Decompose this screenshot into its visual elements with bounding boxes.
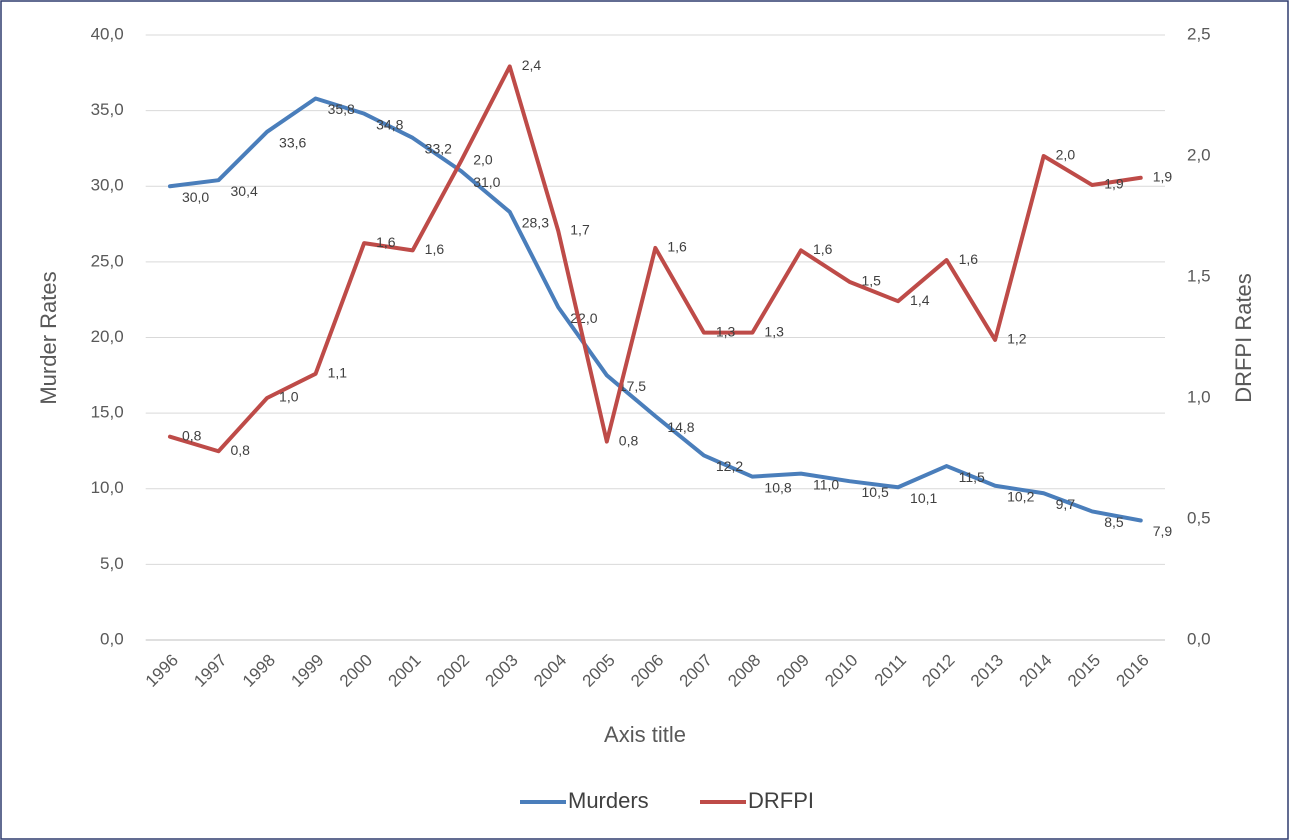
data-label: 2,0 [1056,147,1076,163]
data-label: 7,9 [1153,523,1173,539]
y-tick-label: 5,0 [100,554,124,573]
data-label: 1,1 [328,365,348,381]
data-label: 1,2 [1007,331,1027,347]
data-label: 0,8 [619,432,639,448]
data-label: 8,5 [1104,514,1124,530]
data-label: 10,5 [862,484,889,500]
data-label: 1,0 [279,389,299,405]
y-tick-label: 35,0 [91,100,124,119]
data-label: 11,5 [959,469,985,485]
data-label: 1,4 [910,292,930,308]
data-label: 9,7 [1056,496,1076,512]
y-tick-label: 30,0 [91,176,124,195]
data-label: 31,0 [473,174,500,190]
data-label: 2,0 [473,152,493,168]
y-tick-label: 10,0 [91,478,124,497]
data-label: 30,0 [182,189,209,205]
y2-tick-label: 0,5 [1187,508,1211,527]
y2-tick-label: 2,5 [1187,24,1211,43]
data-label: 34,8 [376,116,403,132]
y2-tick-label: 0,0 [1187,629,1211,648]
data-label: 1,7 [570,222,590,238]
data-label: 10,1 [910,490,937,506]
data-label: 0,8 [182,427,202,443]
y-tick-label: 20,0 [91,327,124,346]
data-label: 33,6 [279,135,306,151]
data-label: 33,2 [425,141,452,157]
data-label: 1,5 [862,273,882,289]
y2-axis-title: DRFPI Rates [1231,273,1256,403]
data-label: 28,3 [522,215,549,231]
data-label: 11,0 [813,476,839,492]
data-label: 1,9 [1153,168,1173,184]
series-line [167,96,1143,523]
y2-tick-label: 1,0 [1187,387,1211,406]
data-label: 1,6 [667,239,687,255]
y-tick-label: 0,0 [100,629,124,648]
data-label: 1,9 [1104,176,1124,192]
legend-label: Murders [568,788,649,813]
legend-label: DRFPI [748,788,814,813]
data-label: 1,6 [425,241,445,257]
y-axis-title: Murder Rates [36,271,61,404]
data-label: 14,8 [667,419,694,435]
y2-tick-label: 2,0 [1187,145,1211,164]
series-line [167,64,1143,454]
data-label: 1,6 [376,234,396,250]
data-label: 2,4 [522,57,542,73]
y2-tick-label: 1,5 [1187,266,1211,285]
data-label: 0,8 [231,442,251,458]
data-label: 10,2 [1007,488,1034,504]
data-label: 35,8 [328,101,355,117]
data-label: 17,5 [619,378,646,394]
data-label: 12,2 [716,458,743,474]
data-label: 1,6 [813,241,833,257]
y-tick-label: 25,0 [91,251,124,270]
data-label: 1,3 [764,323,784,339]
data-label: 30,4 [231,183,258,199]
x-axis-title: Axis title [604,722,686,747]
y-tick-label: 15,0 [91,403,124,422]
y-tick-label: 40,0 [91,24,124,43]
data-label: 10,8 [764,479,791,495]
data-label: 1,6 [959,251,979,267]
data-label: 1,3 [716,323,736,339]
data-label: 22,0 [570,310,597,326]
